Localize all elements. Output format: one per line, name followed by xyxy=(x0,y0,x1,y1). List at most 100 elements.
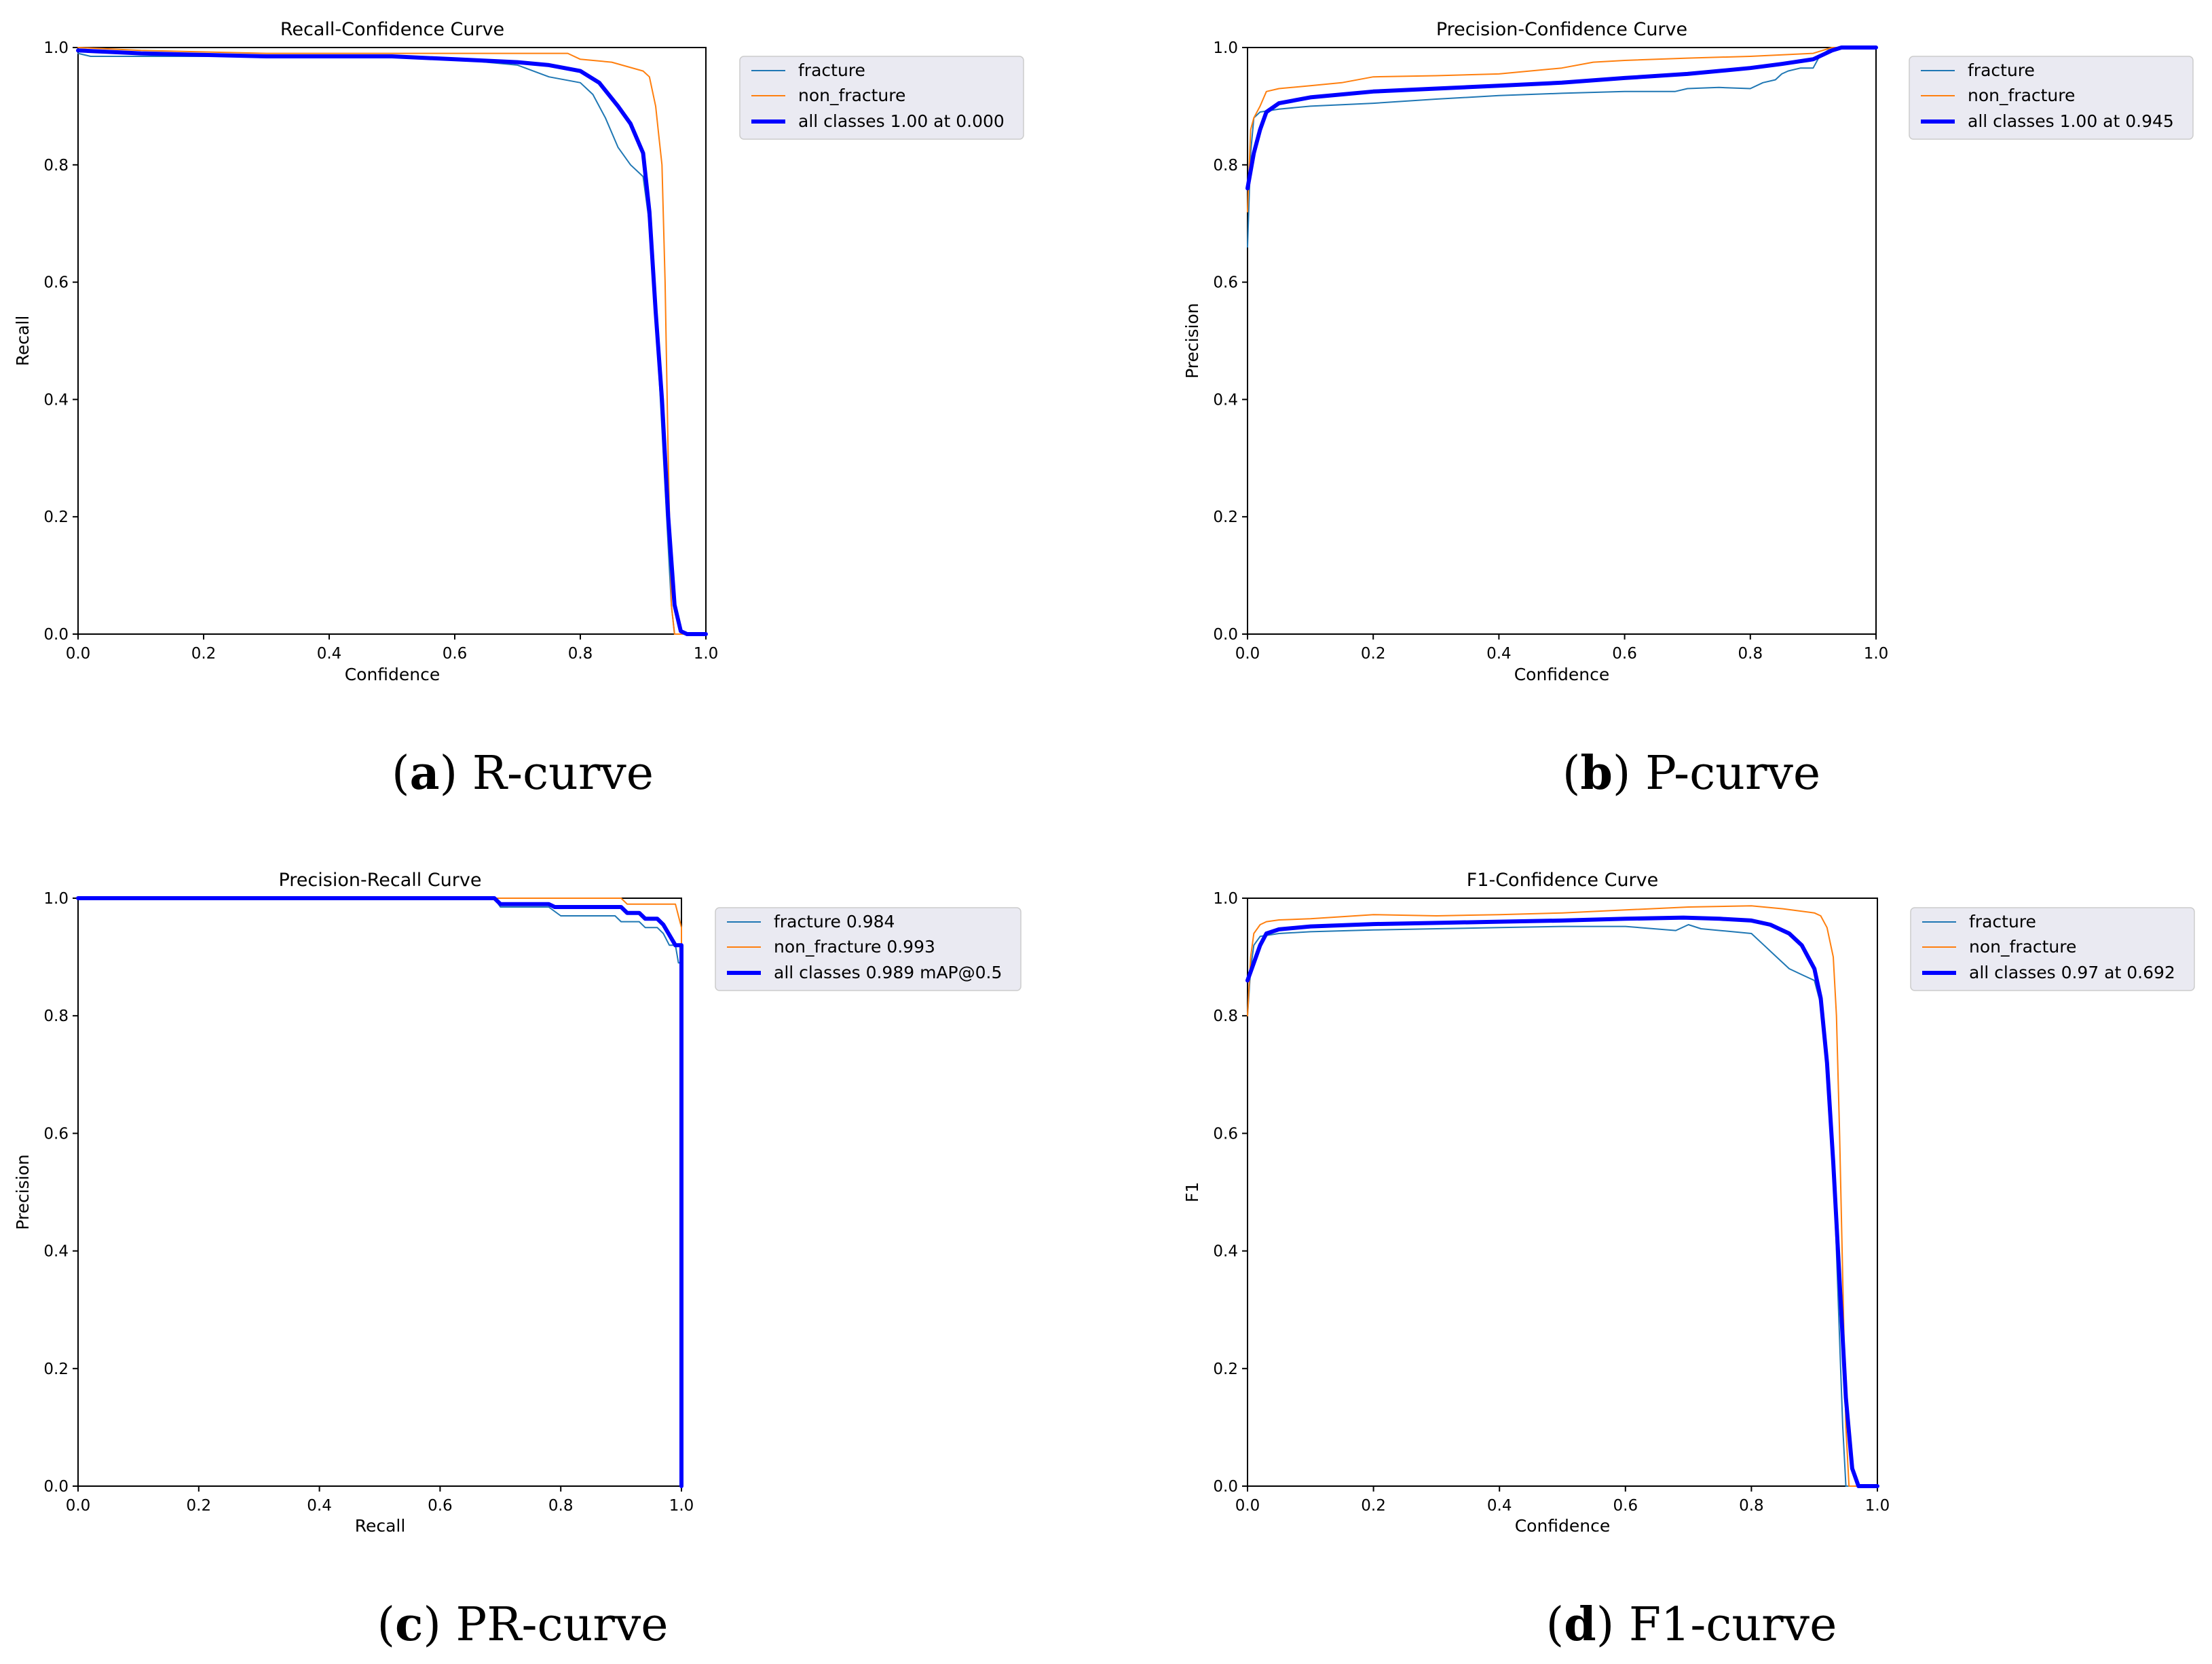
x-axis-label: Recall xyxy=(355,1516,406,1536)
y-tick-label: 0.4 xyxy=(1213,391,1238,409)
series-line-non-fracture xyxy=(77,47,707,635)
y-axis-label: Precision xyxy=(1182,303,1202,379)
y-tick-label: 0.8 xyxy=(43,1007,69,1025)
y-tick-label: 0.6 xyxy=(1213,274,1238,292)
series-line-non-fracture xyxy=(1247,47,1877,212)
y-tick-label: 0.0 xyxy=(1213,626,1238,644)
x-tick-label: 0.2 xyxy=(187,1497,212,1515)
panel-recall-confidence: Recall-Confidence Curve 0.0 0.2 0.4 0.6 0.8 1… xyxy=(13,19,1024,800)
plot-area: 0.0 0.2 0.4 0.6 0.8 1.0 0.0 0.2 0.4 0.6 0.8 1.0 xyxy=(43,39,718,663)
plot-frame xyxy=(1247,898,1878,1487)
y-tick-label: 0.8 xyxy=(1213,1007,1238,1025)
legend: fracture non_fracture all classes 0.97 a… xyxy=(1910,907,2195,991)
legend-box xyxy=(739,56,1024,140)
x-axis-label: Confidence xyxy=(1515,1516,1611,1536)
y-tick-label: 0.0 xyxy=(1213,1478,1238,1496)
chart-title: Precision-Recall Curve xyxy=(278,870,481,891)
x-tick-label: 0.4 xyxy=(307,1497,332,1515)
x-tick-label: 0.2 xyxy=(1361,1497,1386,1515)
panel-precision-confidence: Precision-Confidence Curve 0.0 0.2 0.4 0.6 0… xyxy=(1182,19,2194,800)
legend-entry-non-fracture: non_fracture 0.993 xyxy=(774,937,935,957)
series-line-non-fracture xyxy=(1247,905,1878,1487)
panel-f1-confidence: F1-Confidence Curve 0.0 0.2 0.4 0.6 0.8 1.00.… xyxy=(1182,870,2195,1652)
y-tick-label: 0.2 xyxy=(1213,1361,1238,1378)
x-tick-label: 0.6 xyxy=(1612,645,1637,663)
x-tick-label: 0.4 xyxy=(317,645,342,663)
x-tick-label: 0.6 xyxy=(428,1497,453,1515)
caption: (d) F1-curve xyxy=(1546,1597,1837,1652)
x-tick-label: 0.0 xyxy=(66,1497,91,1515)
legend-box xyxy=(1909,56,2194,140)
series-line-non-fracture xyxy=(77,898,682,1487)
x-tick-label: 0.2 xyxy=(1361,645,1386,663)
x-axis-label: Confidence xyxy=(1514,665,1610,684)
x-tick-label: 0.2 xyxy=(191,645,217,663)
series-line-all xyxy=(76,896,683,1488)
x-tick-label: 0.8 xyxy=(568,645,593,663)
x-tick-label: 1.0 xyxy=(694,645,719,663)
x-tick-label: 0.4 xyxy=(1486,645,1512,663)
chart-title: Recall-Confidence Curve xyxy=(280,19,504,40)
y-tick-label: 0.6 xyxy=(43,1125,69,1143)
chart-title: F1-Confidence Curve xyxy=(1467,870,1659,891)
plot-area: 0.0 0.2 0.4 0.6 0.8 1.0 0.0 0.2 0.4 0.6 0.8 1.0 xyxy=(1213,39,1888,663)
x-tick-label: 0.8 xyxy=(1739,1497,1764,1515)
y-tick-label: 1.0 xyxy=(43,890,69,908)
plot-frame xyxy=(77,898,682,1487)
y-tick-label: 0.0 xyxy=(43,1478,69,1496)
legend-entry-non-fracture: non_fracture xyxy=(1969,937,2076,957)
x-tick-label: 1.0 xyxy=(1864,645,1889,663)
series-line-fracture xyxy=(1247,924,1878,1487)
series-line-all xyxy=(76,48,708,636)
plot-area: 0.0 0.2 0.4 0.6 0.8 1.0 0.0 0.2 0.4 0.6 0.8 1.0 xyxy=(1213,890,1890,1515)
y-tick-label: 0.6 xyxy=(1213,1125,1238,1143)
y-tick-label: 0.4 xyxy=(43,1243,69,1261)
legend: fracture non_fracture all classes 1.00 a… xyxy=(1909,56,2194,140)
chart-title: Precision-Confidence Curve xyxy=(1436,19,1687,40)
y-tick-label: 1.0 xyxy=(1213,890,1238,908)
legend-box xyxy=(1910,907,2195,991)
caption: (a) R-curve xyxy=(392,746,654,800)
legend-entry-all-classes: all classes 1.00 at 0.945 xyxy=(1968,111,2174,131)
x-tick-label: 0.0 xyxy=(66,645,91,663)
legend-entry-fracture: fracture xyxy=(1969,912,2036,931)
y-tick-label: 0.2 xyxy=(1213,509,1238,526)
series-line-all xyxy=(1245,45,1878,191)
plot-frame xyxy=(1247,47,1877,635)
x-tick-label: 0.0 xyxy=(1235,645,1260,663)
series-line-fracture xyxy=(1247,47,1877,248)
y-tick-label: 0.4 xyxy=(1213,1243,1238,1261)
legend: fracture 0.984 non_fracture 0.993 all cl… xyxy=(715,907,1021,991)
x-axis-label: Confidence xyxy=(345,665,440,684)
series-line-fracture xyxy=(77,898,682,1487)
x-tick-label: 0.8 xyxy=(1738,645,1763,663)
y-axis-label: Precision xyxy=(13,1154,33,1230)
x-tick-label: 0.6 xyxy=(1613,1497,1638,1515)
legend-entry-all-classes: all classes 0.989 mAP@0.5 xyxy=(774,963,1002,982)
y-tick-label: 1.0 xyxy=(43,39,69,57)
x-tick-label: 0.0 xyxy=(1235,1497,1260,1515)
y-axis-label: F1 xyxy=(1182,1182,1202,1202)
legend-entry-fracture: fracture xyxy=(1968,60,2035,80)
x-tick-label: 0.6 xyxy=(443,645,468,663)
plot-frame xyxy=(77,47,707,635)
legend-entry-non-fracture: non_fracture xyxy=(1968,86,2075,105)
caption: (b) P-curve xyxy=(1562,746,1820,800)
y-tick-label: 0.8 xyxy=(1213,157,1238,174)
x-tick-label: 0.4 xyxy=(1487,1497,1512,1515)
y-tick-label: 0.6 xyxy=(43,274,69,292)
series-line-all xyxy=(1245,915,1879,1488)
y-tick-label: 0.2 xyxy=(43,509,69,526)
y-tick-label: 0.0 xyxy=(43,626,69,644)
legend-entry-non-fracture: non_fracture xyxy=(798,86,905,105)
y-tick-label: 0.4 xyxy=(43,391,69,409)
legend-entry-all-classes: all classes 1.00 at 0.000 xyxy=(798,111,1005,131)
y-tick-label: 0.8 xyxy=(43,157,69,174)
series-line-fracture xyxy=(77,52,707,635)
x-tick-label: 1.0 xyxy=(1865,1497,1890,1515)
plot-area: 0.0 0.2 0.4 0.6 0.8 1.0 0.0 0.2 0.4 0.6 0.8 1.0 xyxy=(43,890,694,1515)
panel-precision-recall: Precision-Recall Curve 0.0 0.2 0.4 0.6 0.8 1.… xyxy=(13,870,1021,1652)
y-axis-label: Recall xyxy=(13,316,33,367)
y-tick-label: 1.0 xyxy=(1213,39,1238,57)
